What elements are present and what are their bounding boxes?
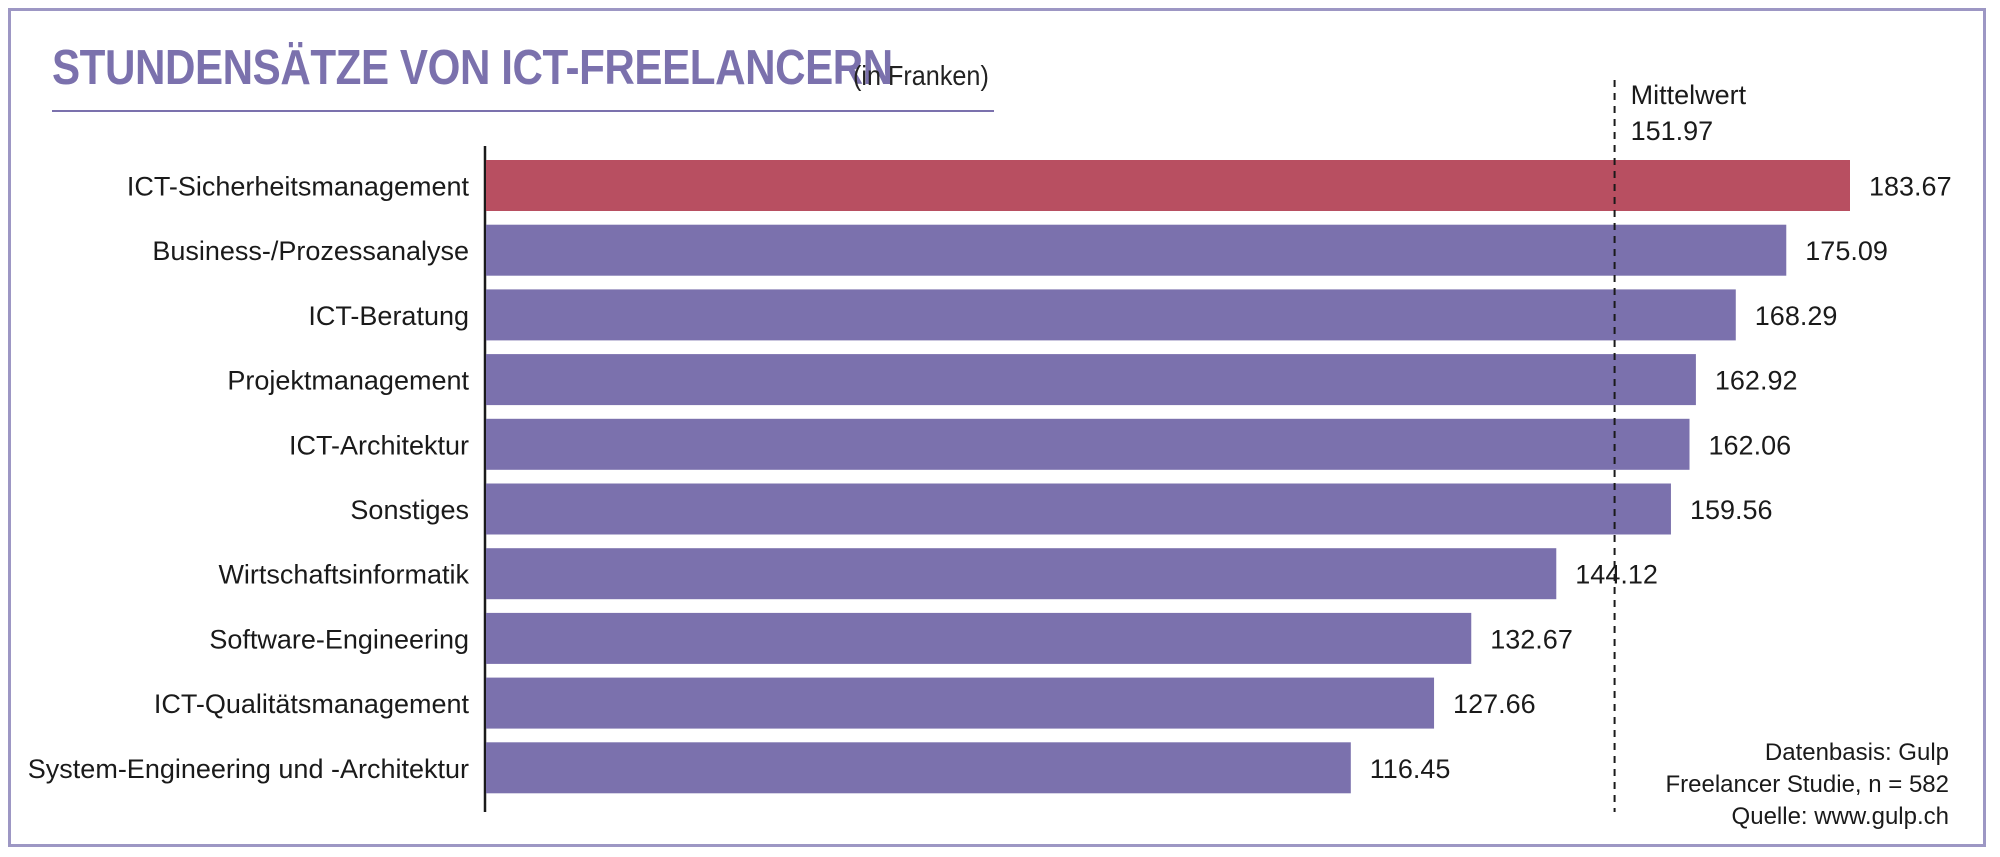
category-label: Software-Engineering [209, 624, 469, 654]
title-underline [52, 110, 994, 112]
category-label: System-Engineering und -Architektur [28, 754, 469, 784]
value-label: 127.66 [1453, 689, 1536, 719]
category-label: Sonstiges [350, 495, 469, 525]
bar-4 [486, 418, 1690, 470]
source-line-1: Datenbasis: Gulp [1764, 739, 1949, 766]
bar-5 [486, 483, 1671, 535]
value-label: 183.67 [1869, 172, 1952, 202]
value-label: 168.29 [1755, 301, 1838, 331]
category-label: Projektmanagement [227, 366, 469, 396]
category-label: ICT-Sicherheitsmanagement [127, 172, 470, 202]
value-label: 175.09 [1805, 236, 1888, 266]
source-line-3: Quelle: www.gulp.ch [1731, 803, 1949, 830]
chart-title: STUNDENSÄTZE VON ICT-FREELANCERN [52, 41, 893, 95]
category-label: ICT-Architektur [289, 430, 469, 460]
value-label: 162.92 [1715, 366, 1798, 396]
category-label: ICT-Qualitätsmanagement [154, 689, 470, 719]
category-label: Wirtschaftsinformatik [218, 560, 469, 590]
value-label: 162.06 [1709, 430, 1792, 460]
value-label: 144.12 [1575, 560, 1658, 590]
bar-2 [486, 289, 1736, 341]
title-block: STUNDENSÄTZE VON ICT-FREELANCERN [52, 40, 1030, 96]
bar-9 [486, 742, 1351, 794]
chart-subtitle: (in Franken) [853, 60, 989, 91]
source-line-2: Freelancer Studie, n = 582 [1665, 771, 1949, 798]
value-label: 159.56 [1690, 495, 1773, 525]
mean-label: Mittelwert [1631, 80, 1747, 110]
bar-7 [486, 612, 1472, 664]
source-note: Datenbasis: Gulp Freelancer Studie, n = … [1665, 737, 1949, 833]
bar-0 [486, 160, 1850, 211]
category-label: ICT-Beratung [308, 301, 469, 331]
bars-group: ICT-Sicherheitsmanagement 183.67 Business-… [28, 160, 1952, 794]
bar-8 [486, 677, 1435, 729]
value-label: 116.45 [1370, 754, 1451, 784]
value-label: 132.67 [1490, 624, 1573, 654]
mean-value-label: 151.97 [1631, 116, 1714, 146]
bar-6 [486, 548, 1557, 600]
bar-1 [486, 224, 1787, 276]
bar-3 [486, 354, 1696, 406]
category-label: Business-/Prozessanalyse [152, 236, 469, 266]
